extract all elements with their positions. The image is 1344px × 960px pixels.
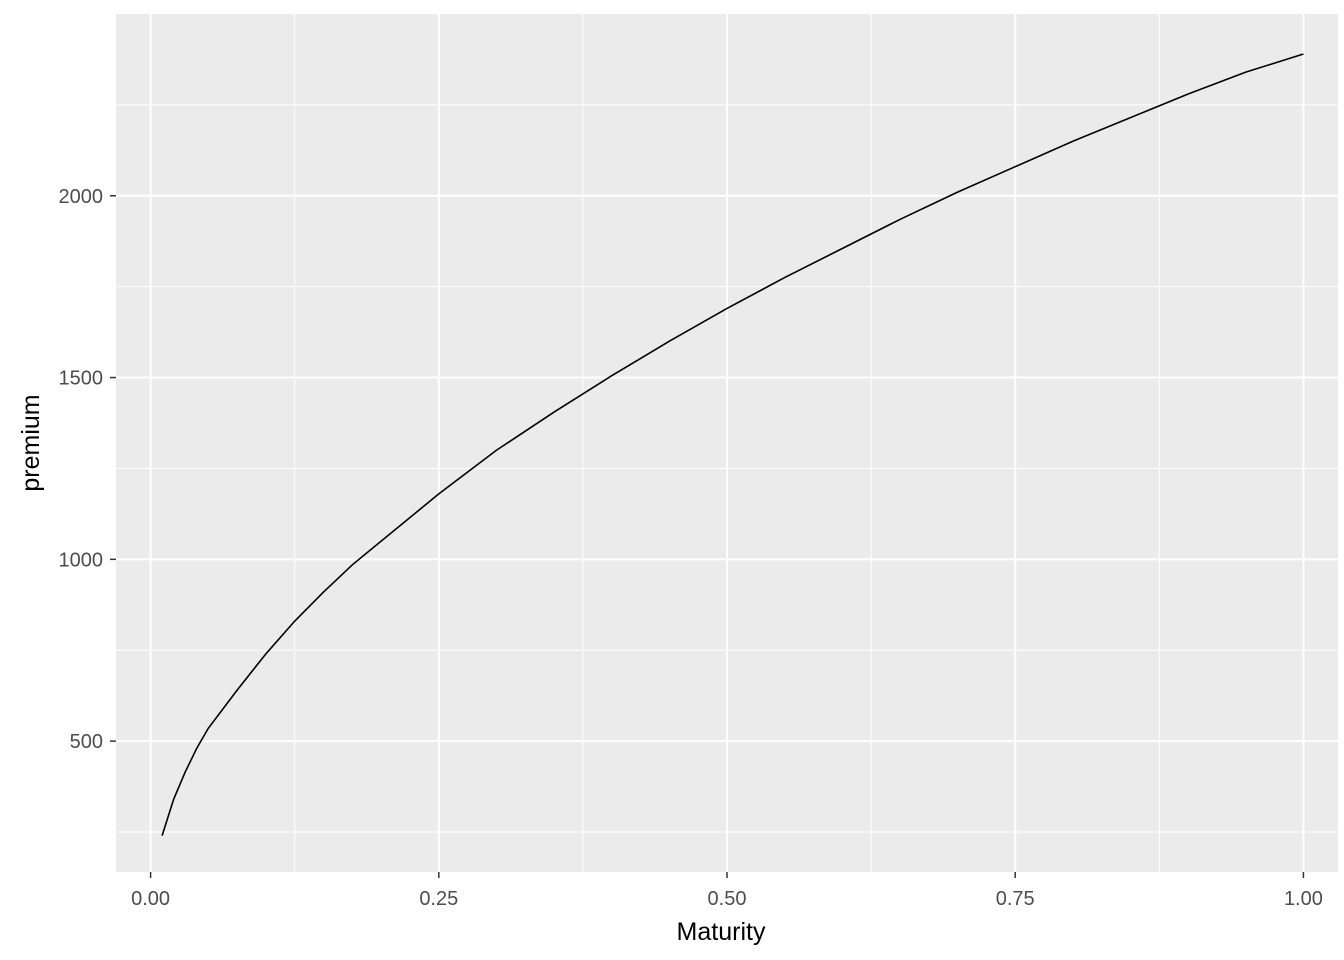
y-tick-label-0: 500 <box>70 731 103 753</box>
x-axis-title: Maturity <box>677 918 766 946</box>
y-tick-label-2: 1500 <box>59 368 104 390</box>
x-tick-label-3: 0.75 <box>996 888 1035 910</box>
y-axis-ticks: 500 1000 1500 2000 <box>59 186 116 753</box>
premium-line <box>161 53 1304 836</box>
y-tick-label-3: 2000 <box>59 186 104 208</box>
major-gridlines <box>116 14 1338 872</box>
x-axis-ticks: 0.00 0.25 0.50 0.75 1.00 <box>131 872 1323 910</box>
y-axis-title: premium <box>17 394 45 491</box>
x-tick-label-4: 1.00 <box>1284 888 1323 910</box>
x-tick-label-0: 0.00 <box>131 888 170 910</box>
x-tick-label-2: 0.50 <box>708 888 747 910</box>
y-tick-label-1: 1000 <box>59 549 104 571</box>
x-tick-label-1: 0.25 <box>419 888 458 910</box>
